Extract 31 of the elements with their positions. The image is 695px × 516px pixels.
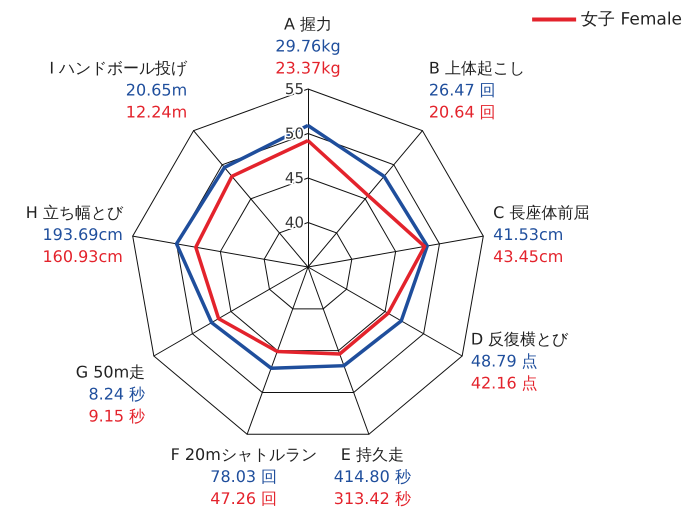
y-tick-label: 45 (284, 169, 304, 187)
y-tick-label: 55 (284, 80, 304, 98)
text: 29.76kg (275, 36, 341, 56)
text: 23.37kg (275, 58, 341, 78)
text: 160.93cm (42, 246, 123, 266)
text: 9.15 秒 (88, 406, 146, 426)
text: 313.42 秒 (334, 489, 411, 508)
text: 78.03 回 (210, 467, 278, 486)
spoke-label: C 長座体前屈 (493, 202, 590, 222)
spoke-label: A 握力 (284, 14, 332, 34)
spoke-label: D 反復横とび (470, 330, 570, 348)
text: 20.65m (126, 80, 188, 100)
text: 26.47 回 (428, 80, 496, 100)
text: 41.53cm (493, 224, 564, 244)
spoke-label: B 上体起こし (428, 58, 525, 78)
text: 20.64 回 (428, 102, 496, 122)
text: 193.69cm (42, 224, 123, 244)
text: 43.45cm (493, 246, 564, 266)
spoke-label: E 持久走 (340, 445, 404, 464)
y-tick-label: 40 (284, 214, 304, 232)
spoke-label: F 20mシャトルラン (170, 445, 317, 464)
text: 12.24m (126, 102, 188, 122)
text: 42.16 点 (470, 374, 538, 392)
spoke-label: I ハンドボール投げ (49, 58, 188, 78)
spoke-label: H 立ち幅とび (26, 202, 124, 222)
legend-label: 女子 Female (581, 10, 682, 30)
text: 8.24 秒 (88, 384, 146, 404)
spoke-label: G 50m走 (76, 362, 146, 382)
text: 414.80 秒 (334, 467, 411, 486)
text: 47.26 回 (210, 489, 278, 508)
text: 48.79 点 (470, 352, 538, 370)
